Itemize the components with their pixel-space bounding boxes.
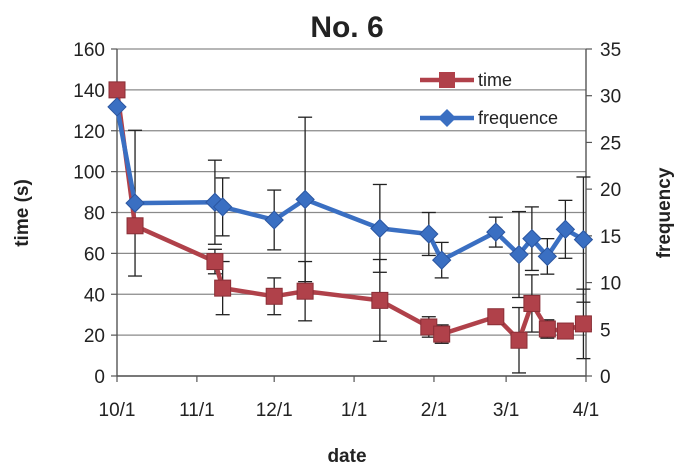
x-tick-label: 3/1 [493, 400, 519, 421]
data-point-time [433, 325, 451, 343]
legend-label-time: time [478, 70, 512, 90]
x-tick-label: 12/1 [256, 400, 293, 421]
x-tick-label: 1/1 [341, 400, 367, 421]
data-point-time [574, 315, 592, 333]
data-point-time [265, 287, 283, 305]
data-point-frequence [264, 210, 284, 230]
data-point-frequence [522, 228, 542, 249]
data-point-frequence [509, 244, 529, 265]
y-tick-label: 60 [84, 244, 105, 265]
y-tick-label: 160 [73, 40, 105, 61]
y2-tick-label: 20 [600, 180, 621, 201]
data-point-time [538, 320, 556, 338]
data-point-frequence [125, 193, 145, 213]
legend-label-frequence: frequence [478, 108, 558, 128]
y-tick-label: 20 [84, 326, 105, 347]
data-point-time [523, 294, 541, 312]
data-point-time [206, 253, 224, 271]
y-tick-label: 100 [73, 163, 105, 184]
grid-lines [117, 48, 586, 377]
x-axis-label: date [327, 446, 366, 467]
x-tick-label: 2/1 [421, 400, 447, 421]
x-tick-label: 11/1 [179, 400, 215, 421]
y2-tick-label: 15 [600, 227, 621, 248]
legend-marker-time [439, 72, 455, 88]
x-tick-label: 4/1 [573, 400, 599, 421]
y2-tick-label: 10 [600, 274, 621, 295]
data-point-time [296, 282, 314, 300]
data-point-time [108, 81, 126, 99]
y-tick-label: 0 [94, 367, 105, 388]
y-tick-label: 140 [73, 81, 105, 102]
data-point-frequence [486, 222, 506, 242]
data-point-time [556, 322, 574, 340]
data-point-time [371, 291, 389, 309]
y-axis-label: time (s) [12, 179, 33, 247]
data-point-frequence [370, 218, 390, 239]
data-point-frequence [431, 250, 452, 270]
y-tick-label: 80 [84, 204, 105, 225]
chart-title: No. 6 [310, 11, 383, 44]
series-line-frequence [114, 106, 585, 263]
data-point-frequence [419, 224, 439, 244]
y-tick-label: 40 [84, 285, 105, 306]
data-point-frequence [212, 197, 233, 217]
tick-labels: 0 20 40 60 80 100 120 140 160 0 5 10 15 20 25 30 35 10/1 1… [73, 40, 621, 421]
data-point-time [214, 279, 232, 297]
x-tick-label: 10/1 [99, 400, 136, 421]
data-point-frequence [555, 219, 576, 240]
y2-tick-label: 0 [600, 367, 611, 388]
data-point-time [487, 308, 505, 326]
y2-tick-label: 5 [600, 320, 611, 341]
data-point-time [126, 217, 144, 235]
data-point-frequence [573, 229, 594, 250]
legend: time frequence [420, 70, 558, 128]
y-tick-label: 120 [73, 122, 105, 143]
data-point-time [510, 331, 528, 349]
data-point-frequence [107, 97, 127, 117]
y2-tick-label: 30 [600, 87, 621, 108]
y2-tick-label: 25 [600, 133, 621, 154]
legend-marker-frequence [438, 109, 456, 127]
y2-tick-label: 35 [600, 40, 621, 61]
data-point-frequence [537, 246, 558, 267]
data-point-frequence [295, 189, 315, 210]
y2-axis-label: frequency [654, 167, 675, 258]
series-layer [107, 81, 594, 374]
